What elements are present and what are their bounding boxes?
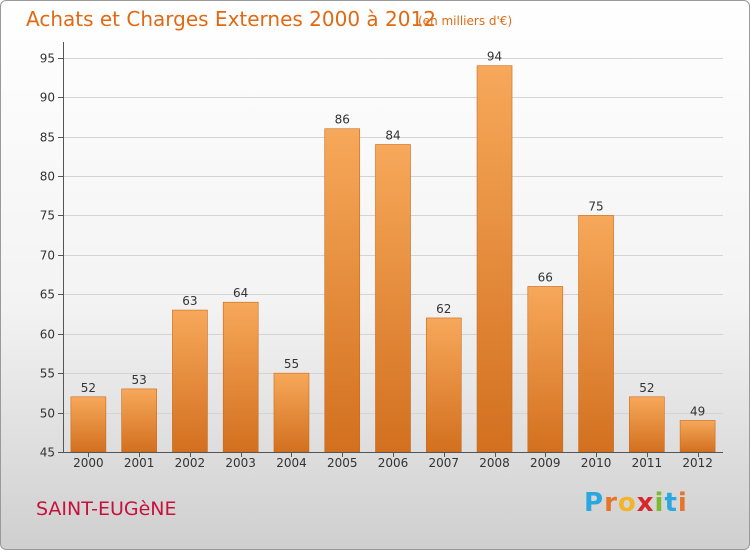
y-tick-label: 95: [40, 52, 55, 66]
bar: [425, 317, 462, 453]
x-tick-label: 2012: [682, 456, 713, 470]
y-tick-label: 75: [40, 209, 55, 223]
bar: [679, 420, 716, 453]
bar-value-label: 53: [132, 373, 147, 387]
x-tick-label: 2003: [225, 456, 256, 470]
logo-letter: P: [584, 488, 605, 518]
x-tick-label: 2000: [73, 456, 104, 470]
bar: [578, 215, 614, 453]
bar: [476, 65, 513, 453]
x-tick-label: 2005: [327, 456, 358, 470]
chart-title: Achats et Charges Externes 2000 à 2012: [26, 7, 436, 31]
bar-value-label: 52: [639, 381, 654, 395]
bar-value-label: 49: [690, 404, 705, 418]
logo-letter: i: [677, 488, 688, 518]
axes: 45 50 55 60 65 70 75 80 85 90 95 2000 2001 2002 2003 20…: [40, 42, 723, 470]
x-tick-label: 2001: [124, 456, 155, 470]
logo-letter: x: [636, 488, 655, 518]
bar: [324, 128, 361, 453]
bar: [70, 396, 107, 453]
logo-letter: o: [617, 488, 637, 518]
bar-value-label: 94: [487, 50, 502, 64]
y-tick-label: 60: [40, 328, 55, 342]
x-tick-label: 2009: [530, 456, 561, 470]
bar-value-label: 62: [436, 302, 451, 316]
town-name: SAINT-EUGèNE: [36, 498, 177, 520]
y-tick-label: 85: [40, 131, 55, 145]
logo-letter: i: [654, 488, 665, 518]
bars: 52 53 63 64 55 86 84 62 94 66 75 52 49: [70, 50, 716, 453]
bar-value-label: 52: [81, 381, 96, 395]
x-tick-label: 2010: [581, 456, 612, 470]
logo-letter: r: [604, 488, 618, 518]
bar-value-label: 63: [182, 294, 197, 308]
bar: [121, 388, 157, 453]
x-tick-label: 2004: [276, 456, 307, 470]
bar: [172, 309, 208, 453]
bar: [273, 372, 310, 453]
bar-value-label: 55: [284, 357, 299, 371]
bar-value-label: 86: [335, 113, 350, 127]
y-tick-label: 50: [40, 407, 55, 421]
proxiti-logo: Proxiti: [584, 488, 688, 518]
y-tick-label: 55: [40, 367, 55, 381]
chart-unit-note: (en milliers d'€): [418, 14, 513, 28]
y-tick-label: 65: [40, 288, 55, 302]
y-tick-label: 80: [40, 170, 55, 184]
y-tick-label: 90: [40, 91, 55, 105]
bar-value-label: 66: [538, 270, 553, 284]
x-tick-label: 2002: [175, 456, 206, 470]
bar: [375, 144, 411, 453]
bar-value-label: 64: [233, 286, 248, 300]
y-tick-label: 45: [40, 446, 55, 460]
x-tick-label: 2007: [428, 456, 459, 470]
x-tick-label: 2011: [632, 456, 663, 470]
bar: [222, 301, 259, 453]
x-tick-label: 2006: [378, 456, 409, 470]
bar-value-label: 75: [588, 199, 603, 213]
logo-letter: t: [664, 488, 678, 518]
bar: [527, 286, 564, 453]
bar-value-label: 84: [385, 129, 400, 143]
y-tick-label: 70: [40, 249, 55, 263]
x-tick-label: 2008: [479, 456, 510, 470]
bar: [629, 396, 665, 453]
